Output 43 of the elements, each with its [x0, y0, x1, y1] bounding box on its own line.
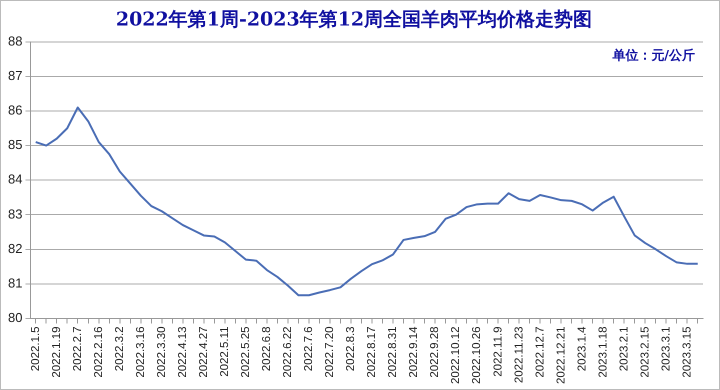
- x-tick-label: 2022.7.20: [324, 326, 336, 378]
- x-tick-label: 2022.9.14: [408, 326, 420, 378]
- x-tick-label: 2023.3.15: [681, 326, 694, 378]
- x-tick-label: 2022.9.28: [429, 326, 442, 378]
- x-tick-label: 2023.3.1: [660, 326, 672, 372]
- x-tick-label: 2022.1.19: [50, 326, 63, 378]
- x-tick-label: 2022.8.17: [366, 326, 378, 378]
- x-tick-label: 2022.4.27: [198, 326, 210, 378]
- x-tick-label: 2022.10.26: [471, 326, 484, 384]
- x-tick-label: 2022.11.9: [492, 326, 504, 377]
- x-tick-label: 2022.6.22: [282, 326, 294, 378]
- y-tick-label: 88: [8, 33, 22, 48]
- x-tick-label: 2023.2.15: [639, 326, 652, 378]
- x-tick-label: 2022.3.16: [134, 326, 147, 378]
- y-tick-label: 86: [8, 102, 22, 118]
- y-tick-label: 87: [8, 68, 22, 83]
- x-tick-label: 2022.3.30: [156, 326, 168, 378]
- chart-title: 2022年第1周-2023年第12周全国羊肉平均价格走势图: [116, 8, 592, 30]
- x-tick-label: 2022.1.5: [30, 326, 42, 372]
- y-tick-label: 81: [8, 275, 22, 290]
- x-tick-label: 2022.6.8: [261, 326, 274, 372]
- x-tick-label: 2022.10.12: [450, 326, 462, 384]
- x-tick-label: 2022.2.16: [92, 326, 105, 378]
- x-tick-label: 2022.5.11: [219, 326, 232, 377]
- x-tick-label: 2022.4.13: [177, 326, 190, 378]
- annotation: 单位：元/公斤: [611, 48, 695, 64]
- y-tick-label: 84: [8, 172, 22, 187]
- y-tick-label: 80: [8, 310, 22, 326]
- x-tick-label: 2022.3.2: [114, 326, 126, 372]
- x-tick-label: 2022.7.6: [303, 326, 316, 372]
- x-tick-label: 2022.2.7: [72, 326, 84, 372]
- x-tick-label: 2022.5.25: [240, 326, 252, 378]
- x-tick-label: 2022.12.21: [555, 326, 568, 384]
- x-tick-label: 2022.11.23: [513, 326, 526, 384]
- y-tick-label: 85: [8, 137, 22, 152]
- x-tick-label: 2023.2.1: [618, 326, 630, 372]
- y-tick-label: 83: [8, 206, 22, 222]
- x-tick-label: 2023.1.18: [597, 326, 610, 378]
- x-tick-label: 2022.8.31: [387, 326, 400, 378]
- x-tick-label: 2022.8.3: [345, 326, 358, 372]
- x-tick-label: 2023.1.4: [576, 326, 588, 372]
- y-tick-label: 82: [8, 240, 22, 256]
- x-tick-label: 2022.12.7: [534, 326, 546, 378]
